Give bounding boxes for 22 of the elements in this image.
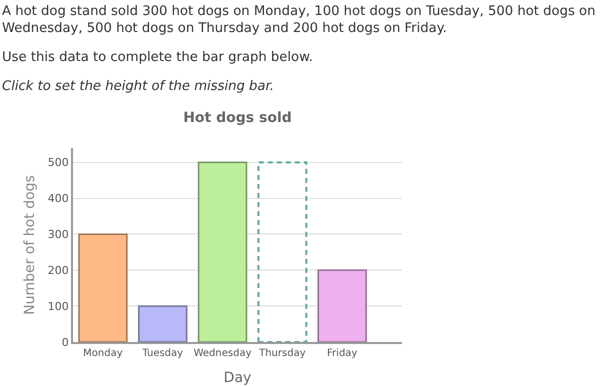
y-tick-label: 0 xyxy=(62,336,69,349)
y-tick-label: 100 xyxy=(48,300,69,313)
text: Click to set the height of the missing bar. xyxy=(2,78,275,95)
y-tick-label: 500 xyxy=(48,156,69,170)
y-tick-label: 200 xyxy=(48,264,69,277)
bar xyxy=(78,233,128,342)
y-axis-title: Number of hot dogs xyxy=(22,175,38,315)
bar xyxy=(257,161,308,342)
text: Use this data to complete the bar graph below. xyxy=(2,49,314,66)
bar xyxy=(198,162,248,342)
x-tick-label: Wednesday xyxy=(194,348,252,359)
x-tick-label: Monday xyxy=(83,348,123,359)
bar xyxy=(138,305,188,342)
x-tick-label: Tuesday xyxy=(141,348,184,359)
y-tick-label: 300 xyxy=(48,228,69,242)
text: A hot dog stand sold 300 hot dogs on Monday, 100 hot dogs on Tuesday, 500 hot dogs on Wednesday, 500 hot dogs on Thursday and 200 hot dogs on Friday. xyxy=(2,3,596,37)
bar xyxy=(318,269,367,342)
x-tick-label: Thursday xyxy=(258,348,306,359)
y-tick-label: 400 xyxy=(48,192,69,206)
x-axis-title: Day xyxy=(224,370,252,386)
x-tick-label: Friday xyxy=(327,348,358,359)
chart-title: Hot dogs sold xyxy=(183,110,292,126)
